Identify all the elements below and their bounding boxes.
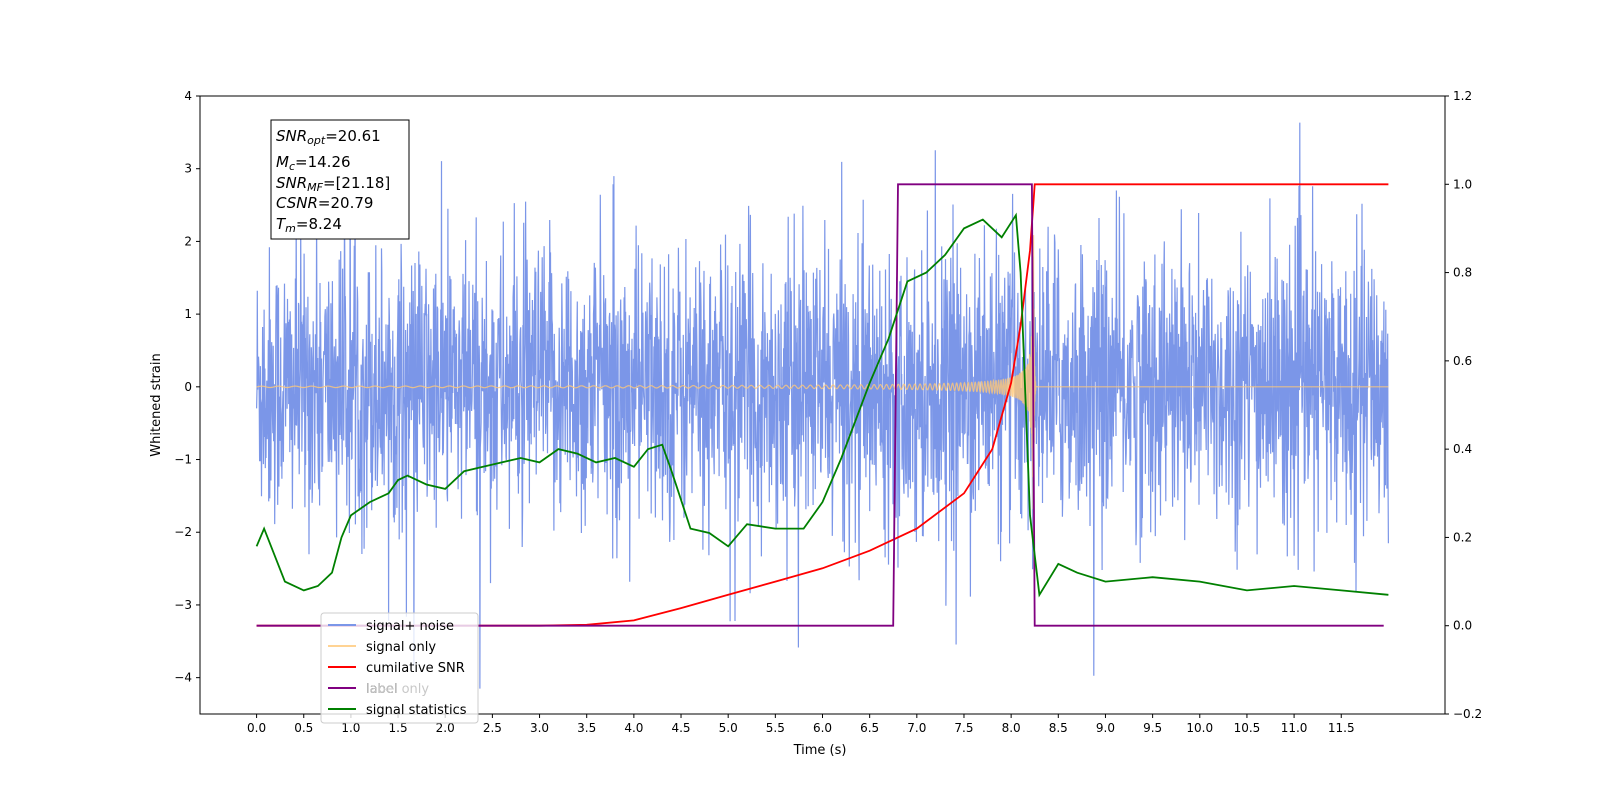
annotation-line: SNRopt=20.61 [276, 127, 381, 147]
x-tick-label: 3.5 [577, 721, 596, 735]
y-tick-label: −2 [174, 525, 192, 539]
annotation-line: Tm=8.24 [276, 215, 342, 235]
x-tick-label: 2.0 [436, 721, 455, 735]
x-tick-label: 9.0 [1096, 721, 1115, 735]
y-tick-label: −3 [174, 598, 192, 612]
axis-ticks: 0.0 0.5 1.0 1.5 2.0 2.5 3.0 3.5 4.0 4.5 5.0 5.5 6.0 6… [174, 89, 1482, 735]
x-tick-label: 8.5 [1049, 721, 1068, 735]
x-tick-label: 8.0 [1002, 721, 1021, 735]
legend-label: signal statistics [366, 703, 467, 718]
y2-tick-label: 0.0 [1453, 619, 1472, 633]
y-tick-label: −4 [174, 671, 192, 685]
legend-label: label [366, 682, 397, 697]
x-tick-label: 1.0 [341, 721, 360, 735]
legend: signal+ noise signal only cumilative SNR la… [320, 612, 479, 724]
series-signal-statistics [255, 212, 1389, 598]
plot-area [255, 122, 1389, 689]
metrics-annotation-box: SNRopt=20.61 Mc=14.26SNRMF=[21.18]CSNR=20… [270, 119, 410, 240]
x-tick-label: 5.0 [719, 721, 738, 735]
series-label [256, 183, 1384, 627]
x-tick-label: 0.0 [247, 721, 266, 735]
y-tick-label: 2 [184, 234, 192, 248]
x-tick-label: 1.5 [389, 721, 408, 735]
y2-tick-label: 1.0 [1453, 177, 1472, 191]
y2-tick-label: 0.8 [1453, 266, 1472, 280]
y2-tick-label: 0.6 [1453, 354, 1472, 368]
legend-label: cumilative SNR [366, 661, 465, 676]
legend-label: signal+ noise [366, 619, 454, 634]
x-tick-label: 2.5 [483, 721, 502, 735]
annotation-line: Mc=14.26 [276, 153, 351, 173]
x-tick-label: 5.5 [766, 721, 785, 735]
x-tick-label: 6.0 [813, 721, 832, 735]
y-axis-label: Whitened strain [149, 353, 164, 456]
x-tick-label: 4.5 [671, 721, 690, 735]
y2-tick-label: 0.4 [1453, 442, 1472, 456]
x-tick-label: 7.0 [907, 721, 926, 735]
x-tick-label: 11.0 [1281, 721, 1308, 735]
y-tick-label: −1 [174, 453, 192, 467]
annotation-line: CSNR=20.79 [276, 194, 373, 212]
x-tick-label: 9.5 [1143, 721, 1162, 735]
x-tick-label: 7.5 [954, 721, 973, 735]
x-tick-label: 10.0 [1186, 721, 1213, 735]
legend-frame [320, 612, 479, 724]
x-tick-label: 0.5 [294, 721, 313, 735]
legend-label: label only [366, 682, 429, 697]
series-signal-only [256, 235, 1389, 539]
x-tick-label: 6.5 [860, 721, 879, 735]
series-signal-noise [256, 122, 1389, 689]
y-tick-label: 4 [184, 89, 192, 103]
annotation-line: SNRMF=[21.18] [276, 174, 390, 194]
x-tick-label: 10.5 [1234, 721, 1261, 735]
y-tick-label: 3 [184, 162, 192, 176]
x-axis-label: Time (s) [793, 743, 847, 758]
y-tick-label: 0 [184, 380, 192, 394]
x-tick-label: 3.0 [530, 721, 549, 735]
y2-tick-label: 0.2 [1453, 530, 1472, 544]
y-tick-label: 1 [184, 307, 192, 321]
y2-tick-label: −0.2 [1453, 707, 1482, 721]
x-tick-label: 4.0 [624, 721, 643, 735]
x-tick-label: 11.5 [1328, 721, 1355, 735]
annotation-frame [270, 119, 410, 240]
legend-label: signal only [366, 640, 436, 655]
y2-tick-label: 1.2 [1453, 89, 1472, 103]
